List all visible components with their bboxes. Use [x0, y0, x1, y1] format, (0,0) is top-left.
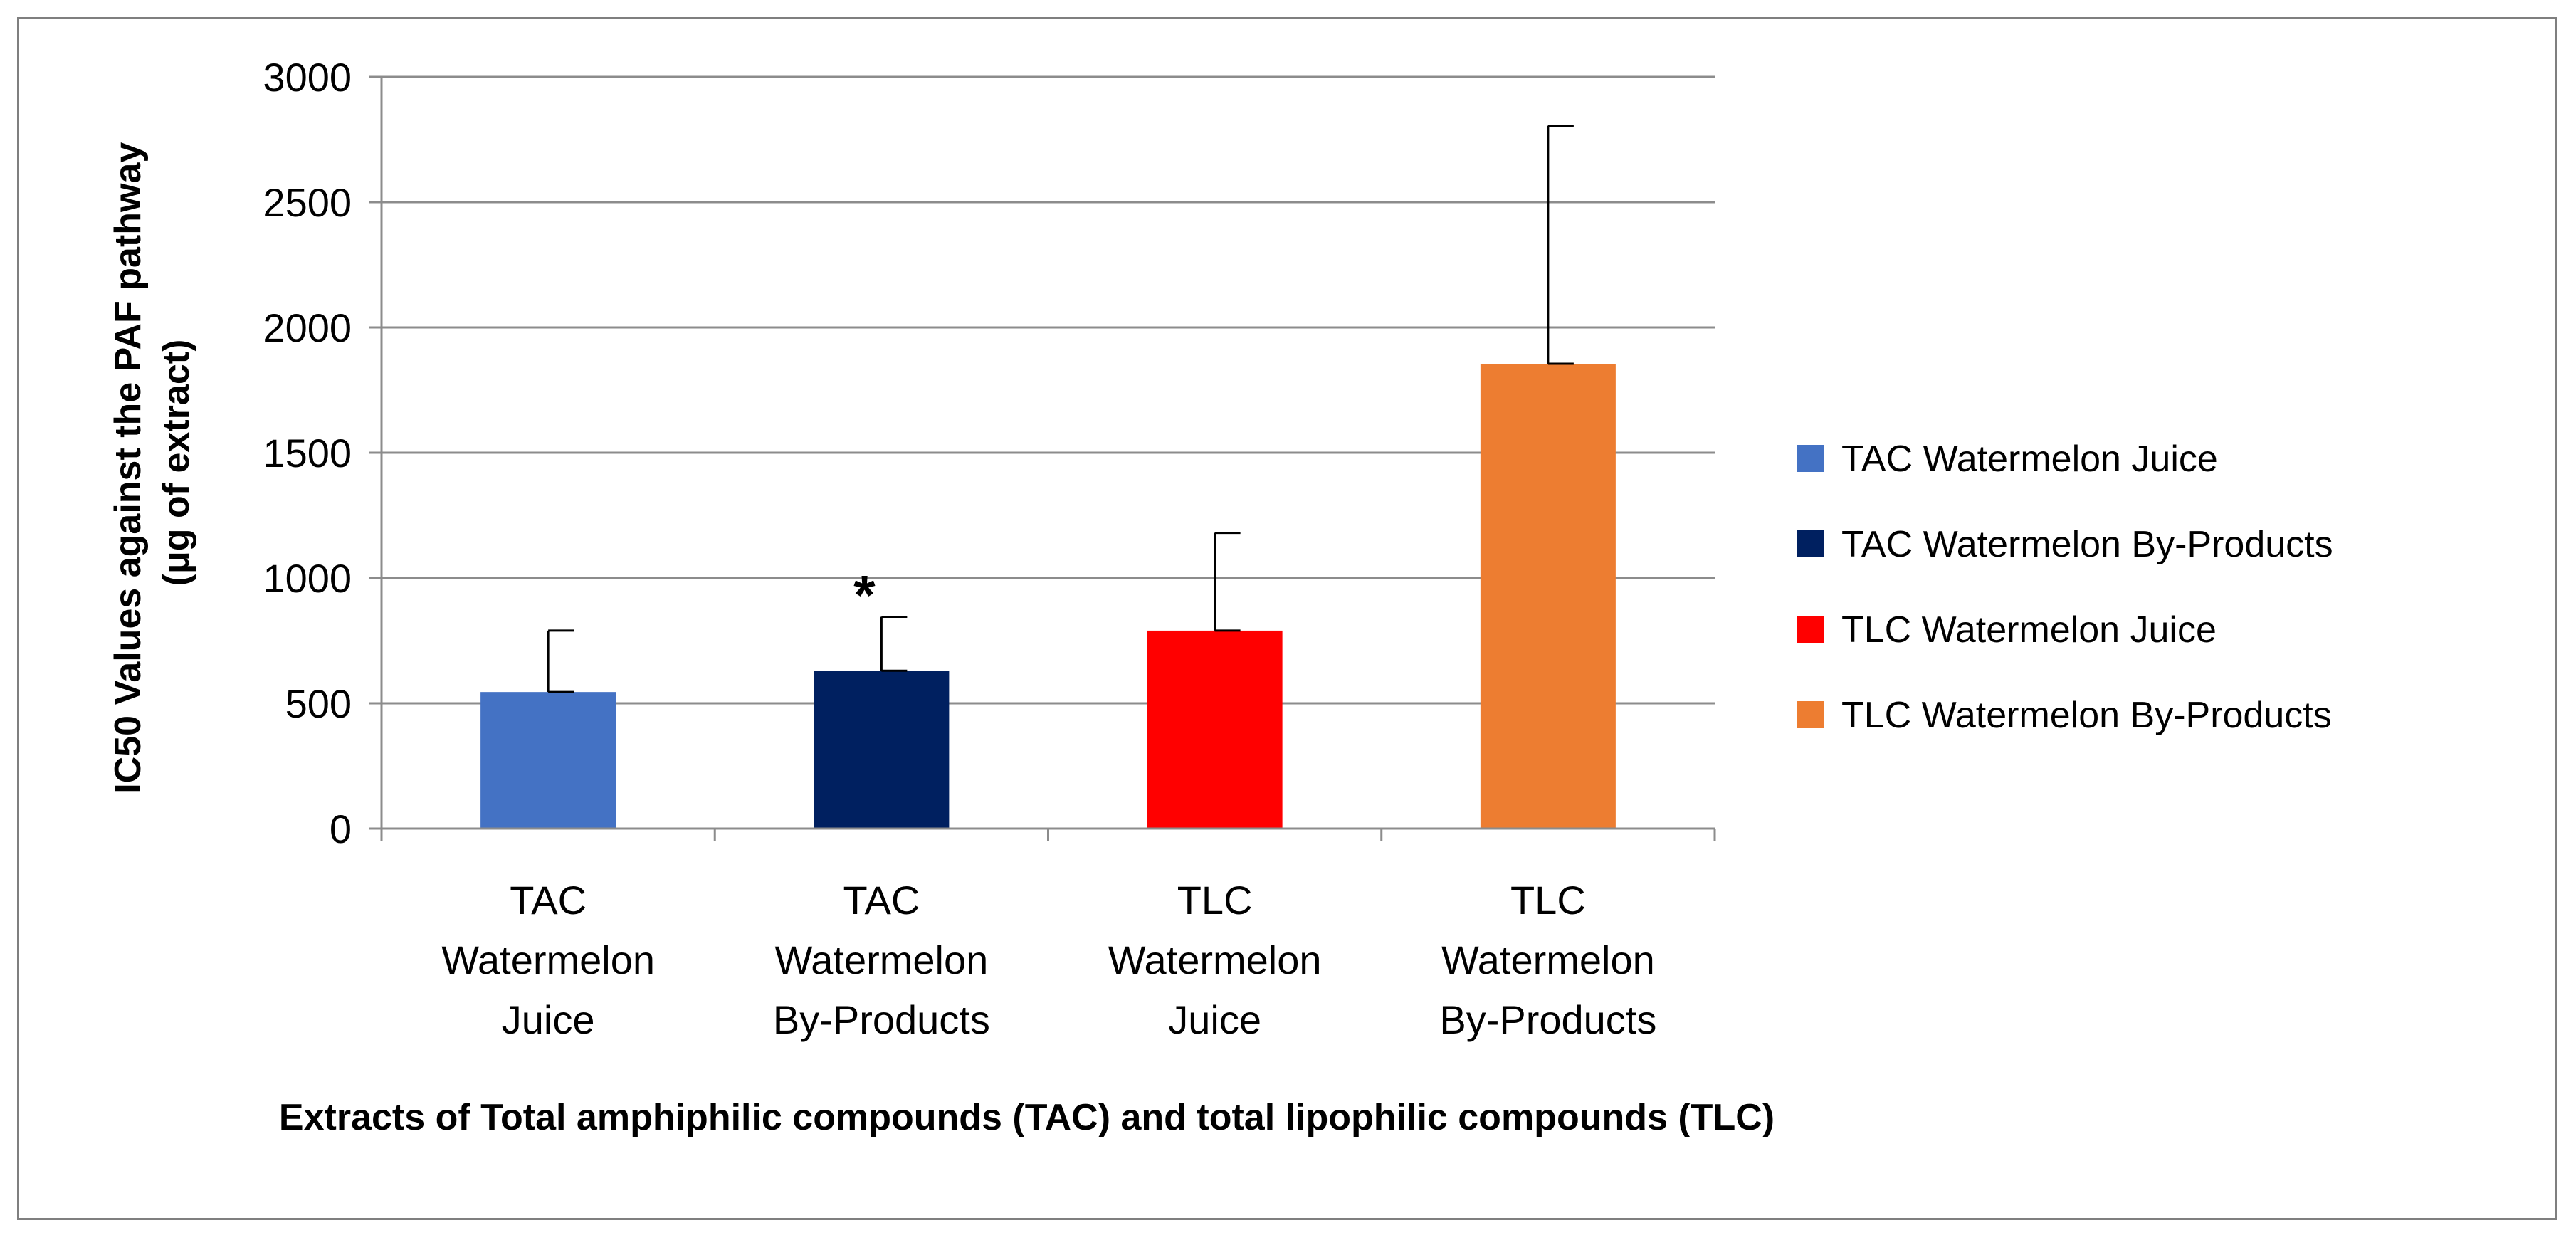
x-category-label-line: Juice: [1168, 997, 1261, 1042]
axes: [369, 75, 1716, 841]
y-tick-labels: 0 500 1000 1500 2000 2500 3000: [263, 55, 352, 851]
x-category-label-line: TAC: [510, 878, 587, 923]
x-category-label-line: TLC: [1510, 878, 1586, 923]
x-category-label-3: TLC Watermelon Juice: [1108, 878, 1322, 1042]
annotations: *: [853, 564, 876, 626]
error-bars: [547, 125, 1574, 693]
legend-item-3: TLC Watermelon Juice: [1797, 609, 2217, 651]
error-bar-4: [1547, 125, 1574, 365]
legend-swatch: [1797, 530, 1824, 557]
y-axis-title: IC50 Values against the PAF pathway (μg …: [107, 132, 197, 794]
legend-swatch: [1797, 445, 1824, 472]
x-category-label-2: TAC Watermelon By-Products: [773, 878, 990, 1042]
legend: TAC Watermelon Juice TAC Watermelon By-Pr…: [1797, 438, 2333, 736]
bar-3: [1147, 630, 1283, 829]
legend-label: TLC Watermelon By-Products: [1841, 695, 2332, 736]
y-tick-label: 500: [285, 681, 352, 726]
y-tick-label: 2000: [263, 305, 352, 350]
bar-2: [814, 671, 950, 829]
y-tick-label: 3000: [263, 55, 352, 100]
legend-label: TAC Watermelon By-Products: [1841, 524, 2333, 565]
y-tick-label: 2500: [263, 180, 352, 225]
x-category-label-line: TAC: [843, 878, 920, 923]
x-category-label-1: TAC Watermelon Juice: [441, 878, 655, 1042]
bar-1: [480, 692, 616, 829]
legend-label: TAC Watermelon Juice: [1841, 438, 2218, 480]
x-category-label-line: By-Products: [773, 997, 990, 1042]
x-category-label-line: Watermelon: [441, 937, 655, 982]
x-category-label-4: TLC Watermelon By-Products: [1439, 878, 1656, 1042]
bars: [480, 364, 1616, 829]
x-category-labels: TAC Watermelon Juice TAC Watermelon By-Produc…: [441, 878, 1656, 1042]
legend-label: TLC Watermelon Juice: [1841, 609, 2217, 651]
y-axis-title-line1: IC50 Values against the PAF pathway: [107, 142, 149, 794]
x-axis-title: Extracts of Total amphiphilic compounds …: [279, 1097, 1775, 1138]
y-tick-label: 1000: [263, 556, 352, 601]
legend-item-2: TAC Watermelon By-Products: [1797, 524, 2333, 565]
legend-item-4: TLC Watermelon By-Products: [1797, 695, 2332, 736]
x-category-label-line: By-Products: [1439, 997, 1656, 1042]
error-bar-1: [547, 629, 574, 693]
error-bar-2: [880, 616, 908, 672]
significance-asterisk: *: [853, 564, 876, 626]
x-category-label-line: Watermelon: [1108, 937, 1322, 982]
x-category-label-line: TLC: [1177, 878, 1253, 923]
bar-chart: 0 500 1000 1500 2000 2500 3000 TAC Watermelon Ju…: [107, 55, 2333, 1138]
y-tick-label: 0: [330, 806, 352, 851]
legend-item-1: TAC Watermelon Juice: [1797, 438, 2218, 480]
x-category-label-line: Juice: [502, 997, 595, 1042]
bar-4: [1480, 364, 1616, 829]
legend-swatch: [1797, 701, 1824, 728]
legend-swatch: [1797, 616, 1824, 643]
error-bar-3: [1214, 532, 1241, 632]
x-category-label-line: Watermelon: [1441, 937, 1655, 982]
x-category-label-line: Watermelon: [774, 937, 988, 982]
chart-frame: 0 500 1000 1500 2000 2500 3000 TAC Watermelon Ju…: [17, 17, 2557, 1220]
y-axis-title-line2: (μg of extract): [156, 340, 197, 587]
y-tick-label: 1500: [263, 431, 352, 475]
